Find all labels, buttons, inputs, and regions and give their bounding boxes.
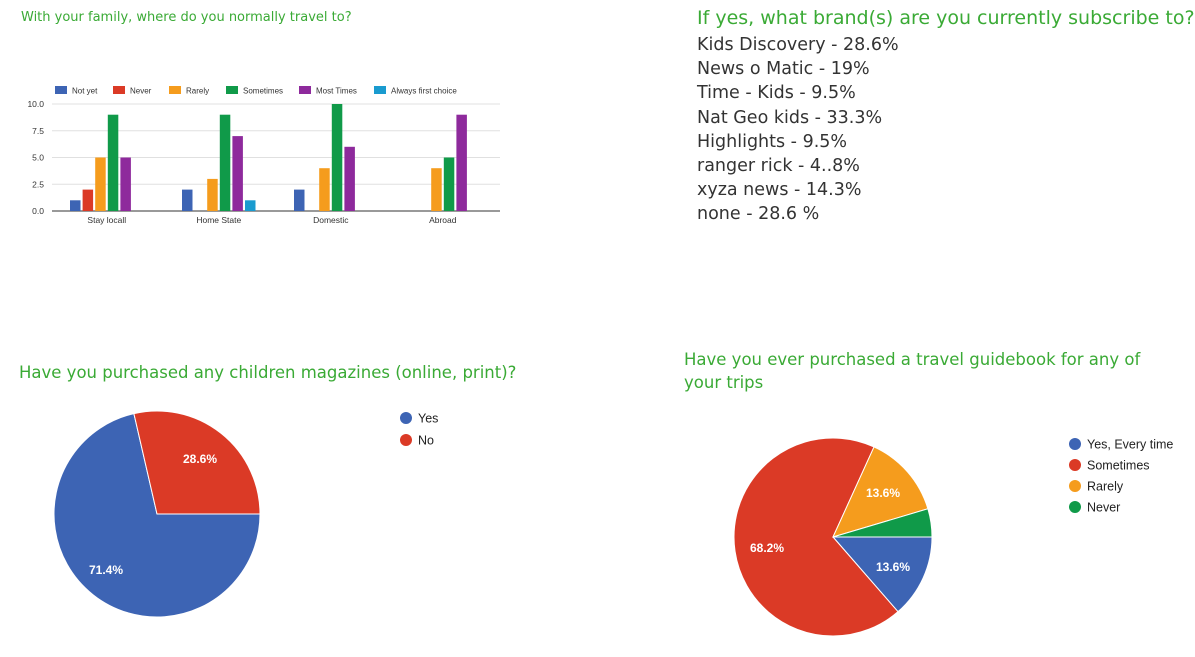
legend-label: Always first choice bbox=[391, 87, 457, 96]
legend-swatch bbox=[299, 86, 311, 94]
y-tick-label: 7.5 bbox=[32, 126, 44, 136]
travel-question-title: With your family, where do you normally … bbox=[21, 10, 352, 25]
legend-label: Never bbox=[1087, 501, 1120, 515]
legend-swatch bbox=[1069, 480, 1081, 492]
brand-list: Kids Discovery - 28.6% News o Matic - 19… bbox=[697, 33, 899, 227]
legend-swatch bbox=[1069, 501, 1081, 513]
legend-label: Not yet bbox=[72, 87, 98, 96]
x-tick-label: Abroad bbox=[429, 215, 457, 225]
x-tick-label: Domestic bbox=[313, 215, 349, 225]
pie-slice bbox=[832, 446, 929, 538]
brand-item: xyza news - 14.3% bbox=[697, 180, 862, 201]
slice-label: 13.6% bbox=[866, 486, 900, 500]
slice-label: 68.2% bbox=[750, 541, 784, 555]
x-tick-label: Home State bbox=[196, 215, 241, 225]
slice-label: 13.6% bbox=[876, 560, 910, 574]
y-tick-label: 2.5 bbox=[32, 179, 44, 189]
legend-swatch bbox=[113, 86, 125, 94]
pie-slice bbox=[831, 536, 933, 613]
bar bbox=[319, 168, 330, 211]
pie-slice bbox=[53, 413, 261, 618]
bar bbox=[207, 178, 218, 211]
bar bbox=[232, 136, 243, 211]
pie-slice bbox=[733, 437, 899, 637]
brands-question-title: If yes, what brand(s) are you currently … bbox=[697, 7, 1195, 29]
y-tick-label: 0.0 bbox=[32, 206, 44, 216]
legend-swatch bbox=[169, 86, 181, 94]
y-tick-label: 5.0 bbox=[32, 153, 44, 163]
y-tick-label: 10.0 bbox=[27, 99, 44, 109]
bar bbox=[331, 104, 343, 211]
bar bbox=[82, 189, 94, 211]
bar bbox=[443, 157, 455, 211]
legend-label: Rarely bbox=[186, 87, 209, 96]
legend-swatch bbox=[1069, 438, 1081, 450]
bar bbox=[294, 189, 305, 211]
pie-slice bbox=[133, 410, 261, 515]
legend-label: Never bbox=[130, 87, 152, 96]
slice-label: 71.4% bbox=[89, 563, 123, 577]
legend-swatch bbox=[226, 86, 238, 94]
bar bbox=[70, 200, 81, 211]
legend-label: Sometimes bbox=[1087, 459, 1150, 473]
legend-label: Rarely bbox=[1087, 480, 1124, 494]
bar bbox=[120, 157, 131, 211]
legend-swatch bbox=[1069, 459, 1081, 471]
brand-item: Kids Discovery - 28.6% bbox=[697, 35, 899, 55]
pie-slice bbox=[832, 508, 933, 538]
bar bbox=[219, 114, 231, 211]
legend-swatch bbox=[400, 412, 412, 424]
bar bbox=[107, 114, 119, 211]
bar bbox=[182, 189, 193, 211]
brand-item: Nat Geo kids - 33.3% bbox=[697, 107, 883, 128]
brand-item: Highlights - 9.5% bbox=[697, 131, 848, 152]
legend-label: No bbox=[418, 434, 434, 448]
bar bbox=[245, 200, 256, 211]
legend-swatch bbox=[400, 434, 412, 446]
brand-item: ranger rick - 4..8% bbox=[697, 156, 860, 177]
bar bbox=[95, 157, 106, 211]
bar bbox=[344, 146, 355, 211]
slice-label: 28.6% bbox=[183, 452, 217, 466]
legend-label: Sometimes bbox=[243, 87, 283, 96]
legend-label: Yes, Every time bbox=[1087, 438, 1173, 452]
brand-item: none - 28.6 % bbox=[697, 204, 820, 225]
guidebook-question-title: Have you ever purchased a travel guidebo… bbox=[684, 350, 1141, 392]
x-tick-label: Stay locall bbox=[87, 215, 126, 225]
brand-item: Time - Kids - 9.5% bbox=[697, 83, 856, 104]
brand-item: News o Matic - 19% bbox=[697, 59, 870, 80]
legend-swatch bbox=[374, 86, 386, 94]
bar bbox=[456, 114, 467, 211]
legend-label: Yes bbox=[418, 412, 438, 426]
bar bbox=[431, 168, 442, 211]
legend-swatch bbox=[55, 86, 67, 94]
legend-label: Most Times bbox=[316, 87, 357, 96]
magazines-question-title: Have you purchased any children magazine… bbox=[19, 363, 517, 382]
